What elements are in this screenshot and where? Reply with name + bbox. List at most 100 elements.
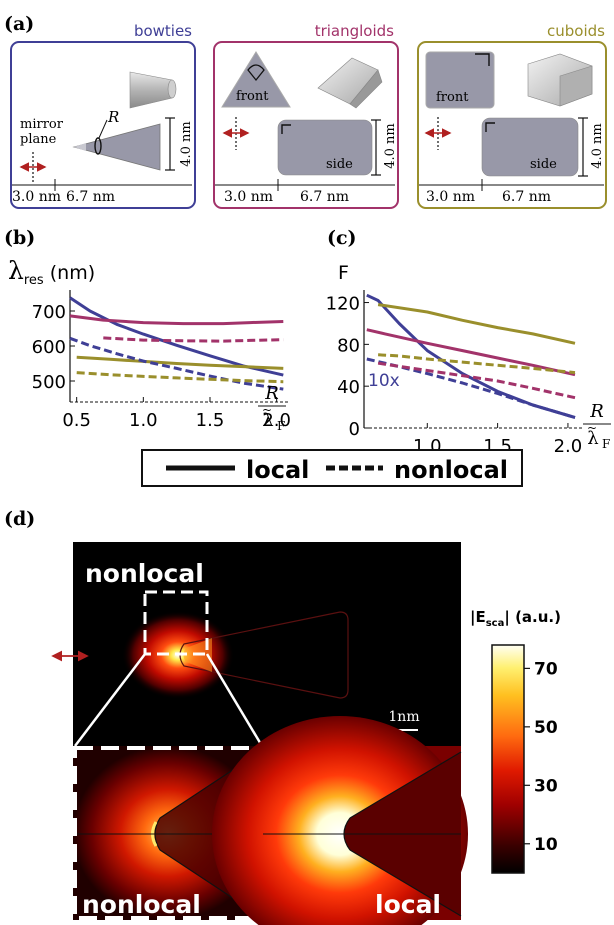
panel-label-c: (c) (327, 227, 357, 249)
chart-b-xtick-label: 1.5 (196, 410, 225, 431)
cuboid-length-label: 6.7 nm (502, 189, 551, 205)
colorbar-ticks: 70 50 30 10 (524, 659, 558, 855)
panel-b-xlabel: R λ ~ F (258, 383, 286, 433)
field-label-nonlocal-top: nonlocal (85, 559, 204, 588)
panel-b-xlabel-den: λ (262, 410, 273, 431)
chart-b-xtick-label: 1.0 (129, 410, 158, 431)
panel-b-ylabel-unit: (nm) (44, 262, 95, 284)
triangloid-side-label: side (326, 157, 353, 172)
panel-c-xlabel-num: R (589, 401, 604, 422)
legend-label-nonlocal: nonlocal (394, 456, 508, 484)
chart-b-series-cuboids-nonlocal (76, 371, 284, 384)
chart-c-series-triangloids-nonlocal (377, 361, 576, 400)
zoom-connector-left (74, 653, 146, 747)
panel-b-ylabel-main: λ (8, 256, 24, 285)
chart-c-series-cuboids-local (377, 303, 576, 345)
radius-pointer (98, 119, 108, 139)
colorbar-title-end: | (a.u.) (504, 608, 561, 627)
height-label: 4.0 nm (179, 121, 194, 167)
colorbar-tick-label: 30 (534, 776, 558, 796)
colorbar-tick-label: 10 (534, 835, 558, 855)
field-map-zoom-local: local (212, 716, 468, 925)
mirror-label-line1: mirror (20, 117, 64, 132)
length-label: 6.7 nm (66, 189, 115, 205)
triangloid-height-label: 4.0 nm (383, 123, 398, 169)
legend: local nonlocal (141, 449, 523, 487)
colorbar-title: |Esca| (a.u.) (470, 608, 561, 629)
shape-box-bowties: bowties mirror plane R 4.0 nm 3.0 nm 6.7… (10, 22, 196, 209)
bowtie-profile (72, 123, 161, 171)
zoom-connector-right (205, 653, 264, 747)
panel-b-xlabel-num: R (264, 383, 279, 404)
legend-label-local: local (246, 456, 309, 484)
cuboid-side-label: side (530, 157, 557, 172)
zoom-box-top (143, 590, 209, 656)
chart-b-series-triangloids-local (69, 314, 284, 326)
colorbar-title-sub: sca (486, 618, 505, 629)
triangloid-3d-side (349, 69, 383, 109)
colorbar-gradient (491, 644, 525, 874)
chart-b-ytick-label: 600 (32, 337, 66, 358)
chart-b-series-triangloids-nonlocal (103, 336, 284, 343)
panel-label-a: (a) (4, 13, 34, 35)
chart-b-series-bowties-local (69, 296, 284, 377)
chart-b-series-cuboids-local (76, 355, 284, 370)
box-frame-bowties (10, 41, 196, 209)
triangloid-side-profile (277, 119, 373, 176)
chart-c-ytick-label: 40 (337, 377, 360, 398)
bowtie-tip (74, 143, 86, 151)
panel-c-xlabel-den: λ (587, 428, 598, 449)
chart-c-ytick-label: 0 (349, 419, 360, 440)
chart-b-series-bowties-nonlocal (69, 336, 284, 391)
cuboid-gap-label: 3.0 nm (426, 189, 475, 205)
chart-b: 500 600 700 0.5 1.0 1.5 2.0 (32, 290, 291, 431)
colorbar-tick-label: 50 (534, 718, 558, 738)
chart-b-xtick-label: 2.0 (262, 410, 291, 431)
shape-box-triangloids: triangloids front side 4.0 nm 3.0 nm 6.7… (213, 22, 399, 209)
chart-c-ytick-label: 120 (326, 294, 360, 315)
mirror-label-line2: plane (20, 132, 57, 147)
colorbar-tick-label: 70 (534, 659, 558, 679)
chart-c-ytick-label: 80 (337, 335, 360, 356)
cuboid-front-corner-marker (475, 53, 490, 66)
panel-c-ylabel: F (338, 262, 349, 284)
shape-box-cuboids: cuboids front side 4.0 nm 3.0 nm 6.7 nm (417, 22, 607, 209)
gap-label: 3.0 nm (12, 189, 61, 205)
box-frame-cuboids (417, 41, 607, 209)
chart-c-series-cuboids-nonlocal (378, 353, 576, 375)
panel-c-xlabel-den-sub: F (602, 437, 610, 451)
cuboid-height-label: 4.0 nm (590, 123, 605, 169)
colorbar-title-main: |E (470, 608, 486, 627)
panel-b-ylabel-sub: res (24, 273, 44, 288)
panel-b-xlabel-tilde: ~ (262, 403, 272, 417)
cuboid-3d-side (559, 65, 593, 107)
chart-b-xtick-label: 0.5 (62, 410, 91, 431)
colorbar: |Esca| (a.u.) 70 50 30 10 (470, 608, 561, 874)
bowtie-3d-icon (129, 71, 173, 109)
triangloid-length-label: 6.7 nm (300, 189, 349, 205)
panel-b-ylabel: λres (nm) (8, 256, 95, 288)
panel-label-d: (d) (4, 508, 35, 530)
scale-bar-label: 1nm (388, 709, 419, 725)
box-title-triangloids: triangloids (315, 22, 394, 40)
box-title-cuboids: cuboids (547, 22, 605, 40)
cuboid-front-label: front (436, 90, 469, 105)
radius-label: R (107, 108, 119, 126)
triangloid-gap-label: 3.0 nm (224, 189, 273, 205)
field-label-nonlocal-bottom: nonlocal (82, 890, 201, 919)
panel-c-xlabel: R λ ~ F (583, 401, 611, 451)
panel-label-b: (b) (4, 227, 35, 249)
chart-c-xtick-label: 2.0 (554, 436, 583, 457)
annotation-10x: 10x (368, 371, 400, 391)
panel-c-xlabel-tilde: ~ (587, 421, 597, 435)
field-label-local: local (375, 890, 441, 919)
box-frame-triangloids (213, 41, 399, 209)
chart-b-ytick-label: 500 (32, 372, 66, 393)
bowtie-outline-top (179, 611, 349, 699)
panel-b-xlabel-den-sub: F (277, 419, 285, 433)
cuboid-side-corner-marker (485, 122, 495, 132)
chart-b-ytick-label: 700 (32, 302, 66, 323)
triangloid-front-tip-marker (247, 64, 265, 82)
